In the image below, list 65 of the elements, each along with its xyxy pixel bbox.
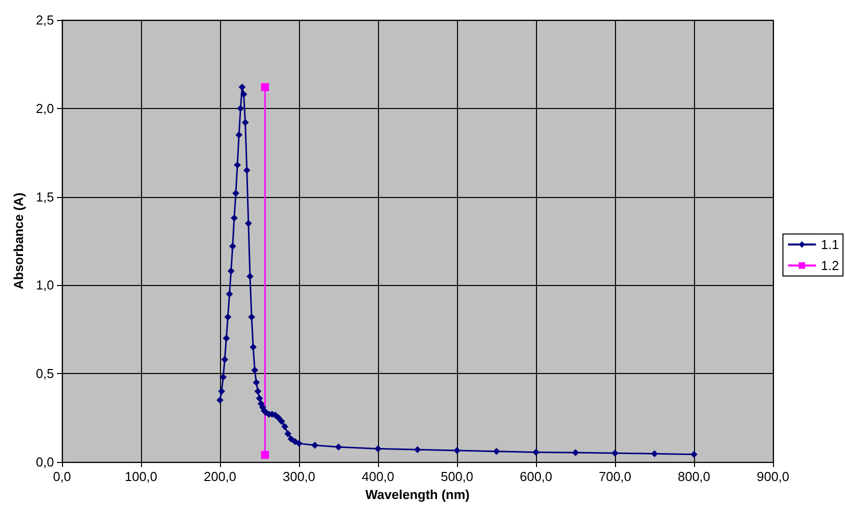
point — [235, 131, 242, 138]
point — [244, 220, 252, 227]
point — [240, 90, 248, 98]
point — [220, 374, 227, 381]
point — [288, 436, 295, 443]
point — [218, 388, 226, 395]
point — [254, 388, 262, 395]
legend-label: 1.1 — [820, 237, 840, 252]
point — [230, 214, 238, 222]
legend-label: 1.2 — [820, 258, 840, 273]
point — [311, 442, 318, 449]
x-tick-label: 500,0 — [440, 469, 474, 484]
point — [242, 119, 249, 126]
point — [234, 161, 241, 168]
point — [572, 449, 579, 456]
y-tick-label: 1,0 — [36, 278, 54, 293]
point — [229, 242, 236, 250]
y-tick-label: 1,5 — [36, 189, 54, 204]
point — [274, 414, 282, 422]
point — [226, 290, 233, 298]
x-tick-label: 700,0 — [598, 469, 632, 484]
point — [454, 447, 460, 454]
x-tick-label: 600,0 — [520, 469, 552, 484]
point — [222, 334, 230, 342]
x-tick-label: 300,0 — [282, 469, 316, 484]
x-tick-label: 200,0 — [204, 469, 236, 484]
point — [261, 83, 270, 92]
point — [284, 430, 292, 438]
point — [216, 396, 224, 404]
point — [261, 450, 270, 459]
point — [246, 272, 254, 280]
x-tick-label: 100,0 — [124, 469, 158, 484]
point — [243, 166, 250, 174]
point — [651, 450, 658, 458]
point — [493, 448, 500, 455]
point — [224, 314, 232, 321]
point — [237, 104, 244, 112]
point — [278, 418, 286, 425]
point — [228, 268, 235, 275]
point — [296, 440, 302, 447]
y-tick-label: 0,5 — [36, 366, 54, 382]
y-tick-label: 2,0 — [36, 100, 54, 116]
x-axis-title: Wavelength (nm) — [365, 486, 470, 502]
point — [335, 443, 342, 450]
point — [248, 314, 256, 321]
point — [281, 423, 288, 430]
x-tick-label: 900,0 — [756, 469, 790, 484]
point — [414, 446, 421, 454]
y-tick-label: 0,0 — [36, 454, 54, 470]
point — [612, 450, 618, 457]
point — [221, 356, 228, 363]
point — [238, 84, 246, 91]
x-tick-label: 400,0 — [362, 469, 394, 484]
point — [250, 344, 257, 351]
point — [252, 378, 260, 386]
point — [690, 450, 698, 458]
y-axis-title: Absorbance (A) — [11, 192, 26, 290]
x-tick-label: 0,0 — [52, 469, 72, 484]
point — [251, 366, 258, 374]
point — [256, 394, 263, 402]
x-tick-label: 800,0 — [678, 469, 710, 484]
point — [532, 448, 540, 456]
y-tick-label: 2,5 — [36, 12, 54, 28]
point — [232, 190, 240, 197]
point — [374, 445, 382, 452]
